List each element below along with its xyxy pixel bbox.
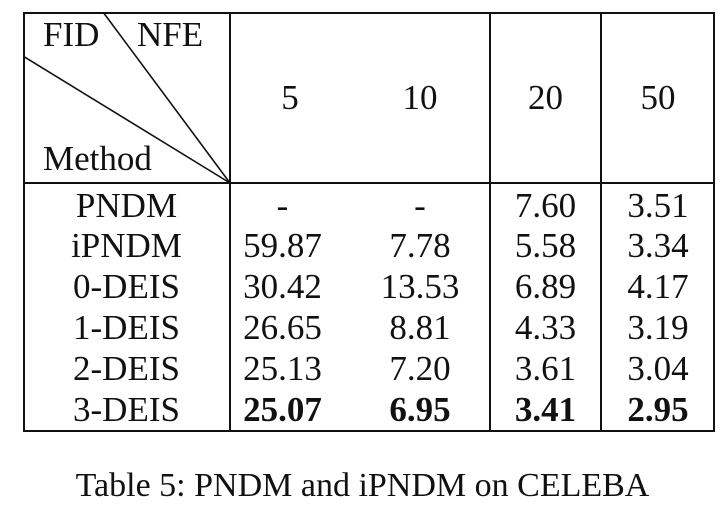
- table-cell: 25.07: [243, 390, 322, 429]
- table-cell: 5.58: [514, 226, 577, 265]
- nfe-header-50: 50: [640, 78, 676, 117]
- corner-label-fid: FID: [43, 15, 100, 54]
- table-cell: 2.95: [627, 390, 689, 429]
- table-cell: 13.53: [380, 267, 460, 306]
- table-cell: -: [276, 186, 289, 225]
- table-cell: 7.60: [514, 186, 577, 225]
- table-cell: 4.33: [514, 308, 577, 347]
- table-cell: 59.87: [243, 226, 322, 265]
- table-cell: 4.17: [627, 267, 689, 306]
- table-cell: 3.04: [627, 349, 689, 388]
- row-method-label: 1-DEIS: [73, 308, 180, 347]
- table-cell: 30.42: [243, 267, 322, 306]
- row-method-label: 2-DEIS: [73, 349, 180, 388]
- corner-label-method: Method: [43, 139, 152, 178]
- row-method-label: iPNDM: [71, 226, 182, 265]
- table-grid-lines: [23, 12, 715, 432]
- table-cell: 3.51: [627, 186, 689, 225]
- corner-label-nfe: NFE: [137, 15, 204, 54]
- table-cell: 6.95: [389, 390, 451, 429]
- table-cell: 26.65: [243, 308, 322, 347]
- table-cell: 7.78: [389, 226, 451, 265]
- row-method-label: 0-DEIS: [73, 267, 180, 306]
- table-cell: -: [414, 186, 426, 225]
- row-method-label: 3-DEIS: [73, 390, 180, 429]
- nfe-header-20: 20: [528, 78, 563, 117]
- table-cell: 6.89: [514, 267, 577, 306]
- table-cell: 3.19: [627, 308, 689, 347]
- table-cell: 25.13: [243, 349, 322, 388]
- table-cell: 3.61: [514, 349, 577, 388]
- table-cell: 3.34: [627, 226, 689, 265]
- nfe-header-10: 10: [402, 78, 438, 117]
- table-cell: 3.41: [514, 390, 577, 429]
- table-cell: 8.81: [389, 308, 451, 347]
- nfe-header-5: 5: [281, 78, 299, 117]
- results-table: FID NFE Method 5 10 20 50 PNDM - - 7.60 3.51…: [23, 12, 715, 432]
- row-method-label: PNDM: [75, 186, 178, 225]
- table-cell: 7.20: [389, 349, 451, 388]
- table-caption: Table 5: PNDM and iPNDM on CELEBA: [75, 467, 650, 504]
